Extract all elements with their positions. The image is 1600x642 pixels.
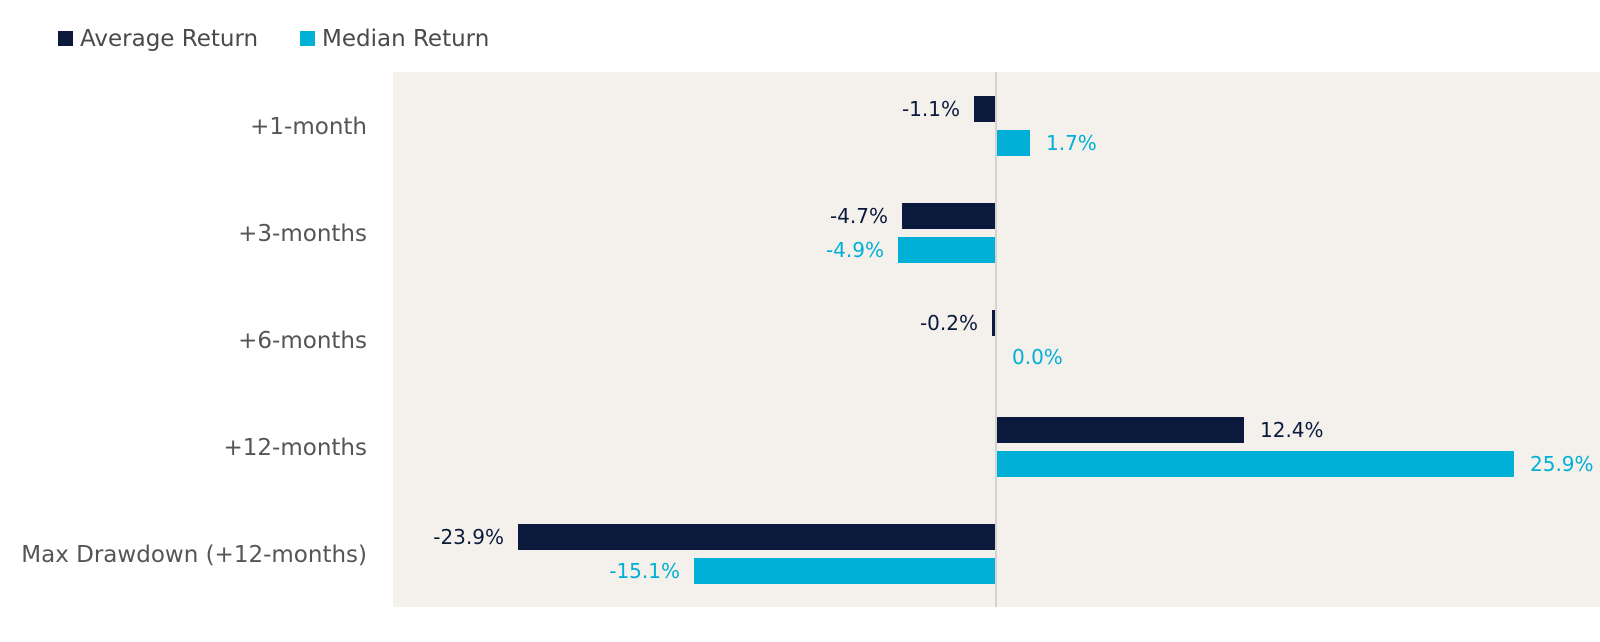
category-label-12-months: +12-months <box>224 435 367 461</box>
category-label-max-drawdown-12-months: Max Drawdown (+12-months) <box>21 542 367 568</box>
bar-average-return-1-month <box>974 96 996 122</box>
bar-average-return-12-months <box>996 417 1244 443</box>
category-axis-labels: +1-month +3-months +6-months +12-months Max … <box>21 114 367 568</box>
legend-label-average-return: Average Return <box>80 26 258 52</box>
value-label-median-return-12-months: 25.9% <box>1530 452 1594 476</box>
legend: Average Return Median Return <box>58 26 489 52</box>
bar-median-return-max-drawdown-12-months <box>694 558 996 584</box>
value-label-average-return-12-months: 12.4% <box>1260 418 1324 442</box>
bar-median-return-12-months <box>996 451 1514 477</box>
bar-median-return-3-months <box>898 237 996 263</box>
category-label-6-months: +6-months <box>238 328 367 354</box>
value-label-average-return-1-month: -1.1% <box>902 97 960 121</box>
category-label-3-months: +3-months <box>238 221 367 247</box>
value-label-median-return-1-month: 1.7% <box>1046 131 1097 155</box>
value-label-average-return-3-months: -4.7% <box>830 204 888 228</box>
value-label-average-return-max-drawdown-12-months: -23.9% <box>433 525 504 549</box>
bar-average-return-3-months <box>902 203 996 229</box>
bars <box>518 96 1514 584</box>
legend-swatch-average-return <box>58 31 73 46</box>
legend-label-median-return: Median Return <box>322 26 489 52</box>
value-label-median-return-6-months: 0.0% <box>1012 345 1063 369</box>
category-label-1-month: +1-month <box>250 114 367 140</box>
legend-swatch-median-return <box>300 31 315 46</box>
value-label-median-return-max-drawdown-12-months: -15.1% <box>609 559 680 583</box>
bar-median-return-1-month <box>996 130 1030 156</box>
bar-average-return-max-drawdown-12-months <box>518 524 996 550</box>
bar-average-return-6-months <box>992 310 996 336</box>
value-label-median-return-3-months: -4.9% <box>826 238 884 262</box>
value-label-average-return-6-months: -0.2% <box>920 311 978 335</box>
value-labels: -1.1% -4.7% -0.2% 12.4% -23.9% 1.7% -4.9% 0.0% 2… <box>433 97 1593 583</box>
